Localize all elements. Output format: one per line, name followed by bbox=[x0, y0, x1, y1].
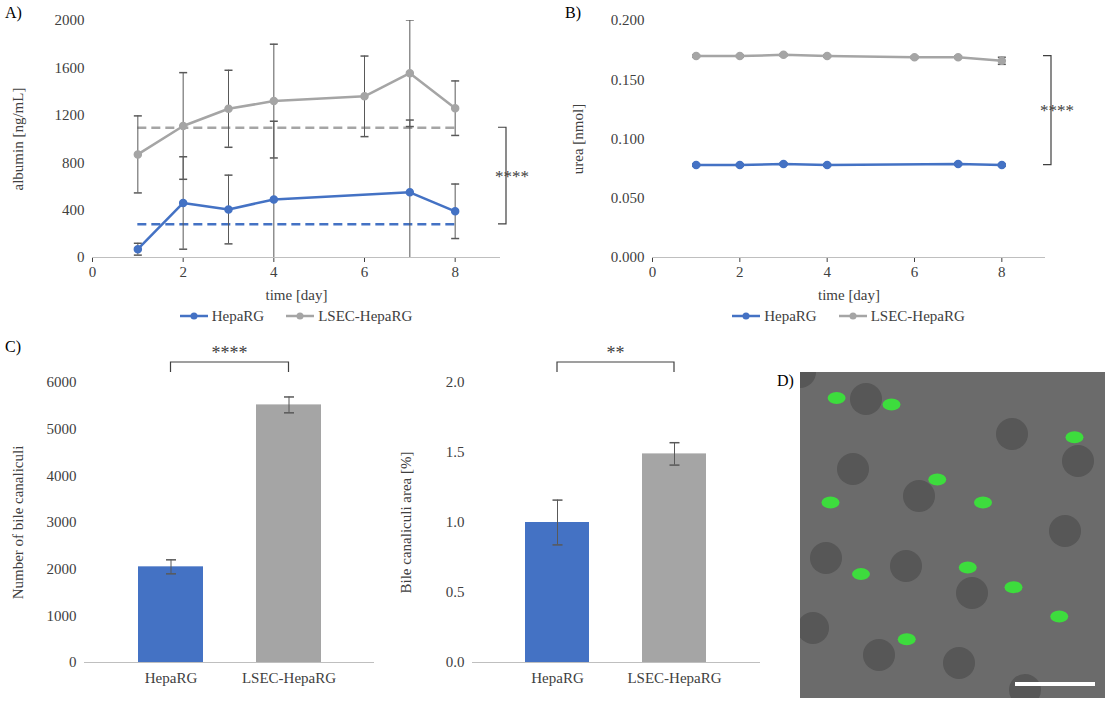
svg-text:400: 400 bbox=[62, 202, 85, 218]
svg-text:****: **** bbox=[495, 167, 529, 186]
svg-text:2.0: 2.0 bbox=[446, 374, 465, 390]
svg-text:5000: 5000 bbox=[47, 421, 77, 437]
svg-text:0.100: 0.100 bbox=[611, 131, 645, 147]
svg-text:8: 8 bbox=[998, 264, 1006, 280]
svg-text:0.050: 0.050 bbox=[611, 190, 645, 206]
svg-text:2000: 2000 bbox=[47, 561, 77, 577]
svg-text:0.150: 0.150 bbox=[611, 72, 645, 88]
html-text:HepaRG: HepaRG bbox=[211, 307, 265, 324]
html-text:HepaRG: HepaRG bbox=[764, 307, 817, 324]
svg-text:1600: 1600 bbox=[55, 60, 85, 76]
svg-text:**: ** bbox=[607, 343, 625, 363]
svg-text:2: 2 bbox=[179, 264, 187, 280]
svg-text:****: **** bbox=[1040, 101, 1074, 120]
svg-text:****: **** bbox=[212, 343, 248, 363]
svg-text:3000: 3000 bbox=[47, 514, 77, 530]
svg-text:albumin [ng/mL]: albumin [ng/mL] bbox=[10, 88, 26, 191]
svg-text:HepaRG: HepaRG bbox=[531, 670, 584, 686]
svg-text:0: 0 bbox=[89, 264, 97, 280]
svg-text:6: 6 bbox=[361, 264, 369, 280]
svg-text:Number of bile canaliculi: Number of bile canaliculi bbox=[10, 446, 26, 600]
svg-text:1.0: 1.0 bbox=[446, 514, 465, 530]
svg-text:0: 0 bbox=[649, 264, 657, 280]
svg-text:6: 6 bbox=[911, 264, 919, 280]
svg-text:Bile canaliculi area [%]: Bile canaliculi area [%] bbox=[398, 451, 414, 593]
svg-text:HepaRG: HepaRG bbox=[145, 670, 198, 686]
svg-text:0.000: 0.000 bbox=[611, 249, 645, 265]
svg-text:0.0: 0.0 bbox=[446, 654, 465, 670]
svg-text:4: 4 bbox=[823, 264, 831, 280]
svg-text:4000: 4000 bbox=[47, 468, 77, 484]
html-text:A): A) bbox=[5, 4, 22, 21]
svg-text:800: 800 bbox=[62, 155, 85, 171]
svg-text:6000: 6000 bbox=[47, 374, 77, 390]
svg-text:2: 2 bbox=[736, 264, 744, 280]
svg-text:0.200: 0.200 bbox=[611, 12, 645, 28]
svg-text:0.5: 0.5 bbox=[446, 584, 465, 600]
svg-text:2000: 2000 bbox=[55, 12, 85, 28]
html-text:C): C) bbox=[5, 338, 21, 355]
svg-text:time [day]: time [day] bbox=[818, 287, 880, 303]
svg-text:1.5: 1.5 bbox=[446, 444, 465, 460]
html-text:D): D) bbox=[777, 372, 794, 389]
svg-text:0: 0 bbox=[77, 249, 85, 265]
html-text:LSEC-HepaRG: LSEC-HepaRG bbox=[318, 307, 413, 324]
svg-text:1000: 1000 bbox=[47, 608, 77, 624]
svg-text:4: 4 bbox=[270, 264, 278, 280]
svg-text:1200: 1200 bbox=[55, 107, 85, 123]
svg-text:urea [nmol]: urea [nmol] bbox=[570, 104, 586, 174]
svg-text:8: 8 bbox=[451, 264, 459, 280]
svg-text:LSEC-HepaRG: LSEC-HepaRG bbox=[627, 670, 721, 686]
svg-text:0: 0 bbox=[69, 654, 77, 670]
html-text:LSEC-HepaRG: LSEC-HepaRG bbox=[870, 307, 965, 324]
html-text:B): B) bbox=[565, 4, 581, 21]
svg-text:time [day]: time [day] bbox=[265, 287, 327, 303]
svg-text:LSEC-HepaRG: LSEC-HepaRG bbox=[242, 670, 336, 686]
